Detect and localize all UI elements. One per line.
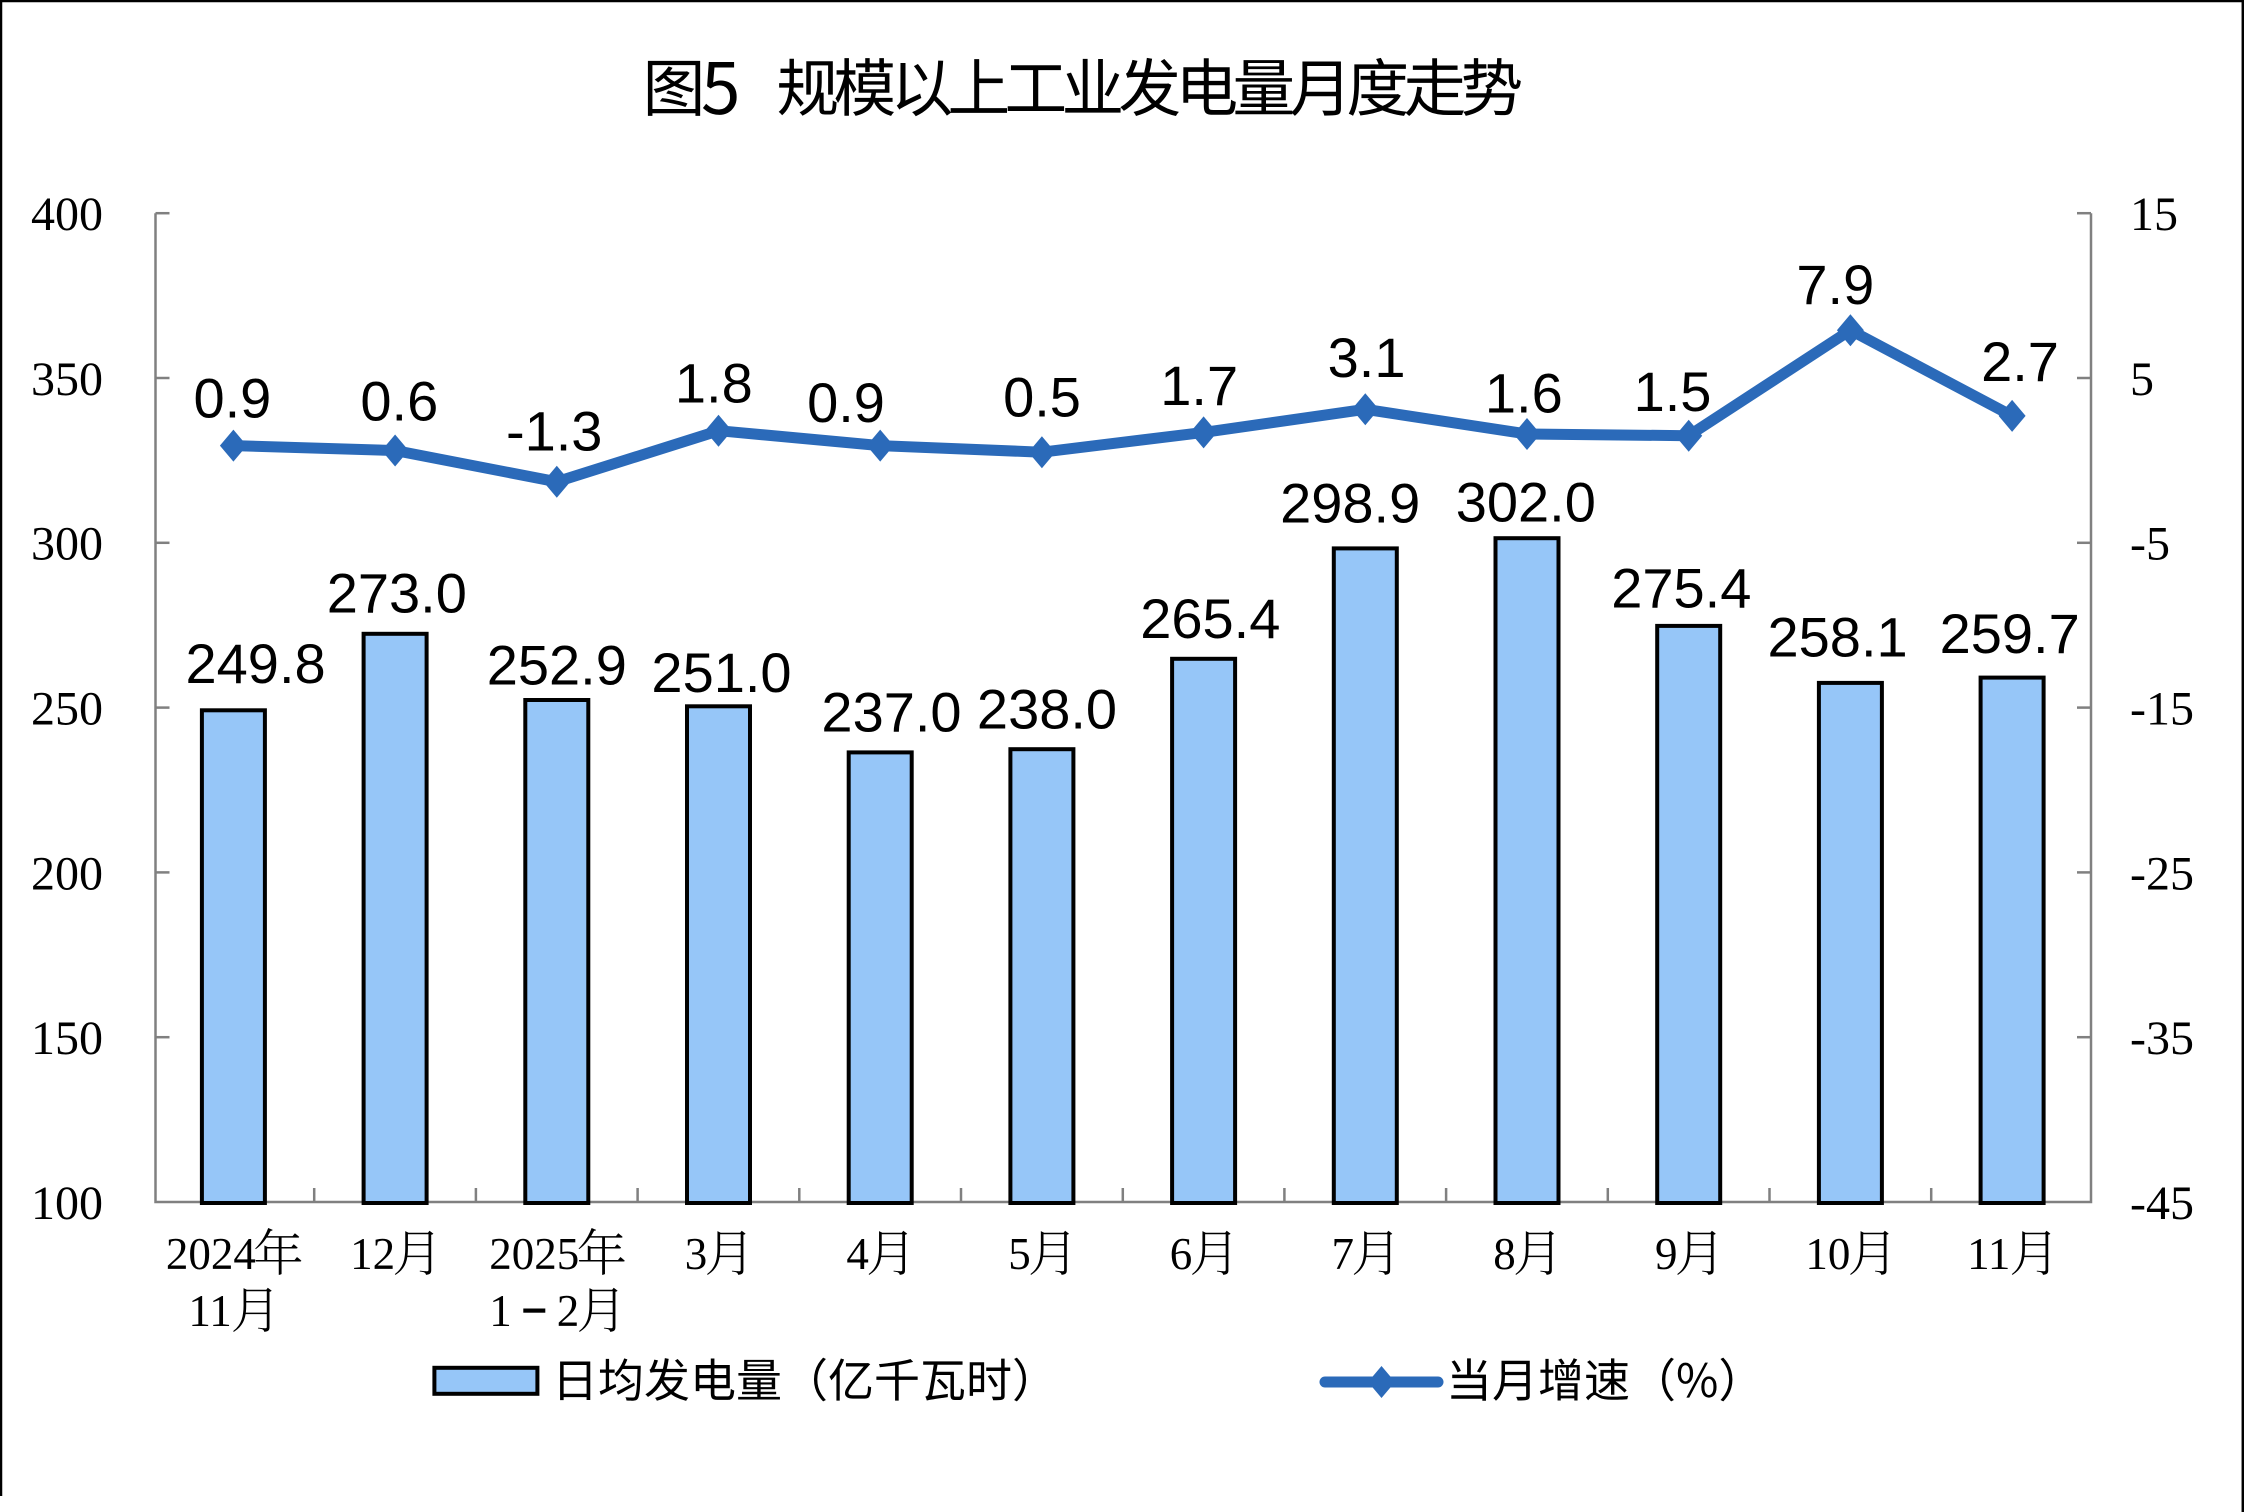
svg-text:10: 10 bbox=[1805, 1229, 1850, 1279]
svg-text:350: 350 bbox=[31, 353, 103, 406]
svg-text:0.5: 0.5 bbox=[1003, 365, 1081, 428]
svg-text:249.8: 249.8 bbox=[186, 632, 326, 695]
svg-text:11: 11 bbox=[1967, 1229, 2010, 1279]
svg-text:0.9: 0.9 bbox=[193, 367, 271, 430]
svg-text:-25: -25 bbox=[2130, 847, 2194, 900]
svg-text:298.9: 298.9 bbox=[1280, 471, 1420, 534]
svg-text:302.0: 302.0 bbox=[1456, 470, 1596, 533]
svg-text:0.9: 0.9 bbox=[807, 371, 885, 434]
svg-text:2: 2 bbox=[557, 1286, 580, 1336]
svg-text:2025: 2025 bbox=[489, 1229, 579, 1279]
svg-text:259.7: 259.7 bbox=[1940, 602, 2080, 665]
svg-text:150: 150 bbox=[31, 1012, 103, 1065]
svg-text:238.0: 238.0 bbox=[977, 678, 1117, 741]
svg-text:7: 7 bbox=[1332, 1229, 1355, 1279]
svg-text:2024: 2024 bbox=[166, 1229, 256, 1279]
svg-text:100: 100 bbox=[31, 1177, 103, 1230]
svg-text:300: 300 bbox=[31, 518, 103, 571]
svg-text:400: 400 bbox=[31, 188, 103, 241]
svg-text:7.9: 7.9 bbox=[1796, 253, 1874, 316]
svg-text:-1.3: -1.3 bbox=[506, 400, 603, 463]
svg-text:273.0: 273.0 bbox=[327, 561, 467, 624]
svg-text:5: 5 bbox=[2130, 353, 2154, 406]
svg-text:-15: -15 bbox=[2130, 683, 2194, 736]
svg-text:4: 4 bbox=[846, 1229, 869, 1279]
svg-text:1.8: 1.8 bbox=[675, 352, 753, 415]
svg-text:0.6: 0.6 bbox=[360, 370, 438, 433]
svg-text:5: 5 bbox=[1008, 1229, 1030, 1279]
svg-text:265.4: 265.4 bbox=[1140, 587, 1280, 650]
svg-text:1.6: 1.6 bbox=[1485, 362, 1563, 425]
svg-text:15: 15 bbox=[2130, 188, 2178, 241]
svg-text:251.0: 251.0 bbox=[651, 641, 791, 704]
svg-text:3.1: 3.1 bbox=[1328, 326, 1406, 389]
svg-text:-35: -35 bbox=[2130, 1012, 2194, 1065]
svg-text:250: 250 bbox=[31, 683, 103, 736]
svg-text:1.7: 1.7 bbox=[1160, 354, 1238, 417]
svg-text:1.5: 1.5 bbox=[1634, 360, 1712, 423]
svg-text:-45: -45 bbox=[2130, 1177, 2194, 1230]
svg-text:258.1: 258.1 bbox=[1768, 606, 1908, 669]
svg-text:200: 200 bbox=[31, 847, 103, 900]
svg-text:237.0: 237.0 bbox=[821, 681, 961, 744]
svg-text:8: 8 bbox=[1493, 1229, 1516, 1279]
svg-text:3: 3 bbox=[685, 1229, 708, 1279]
svg-text:1: 1 bbox=[489, 1286, 512, 1336]
svg-text:11: 11 bbox=[188, 1286, 231, 1336]
svg-text:2.7: 2.7 bbox=[1981, 330, 2059, 393]
svg-text:275.4: 275.4 bbox=[1611, 556, 1751, 619]
svg-text:-5: -5 bbox=[2130, 518, 2170, 571]
svg-text:252.9: 252.9 bbox=[487, 633, 627, 696]
svg-text:9: 9 bbox=[1655, 1229, 1678, 1279]
svg-text:6: 6 bbox=[1170, 1229, 1193, 1279]
svg-text:12: 12 bbox=[350, 1229, 395, 1279]
